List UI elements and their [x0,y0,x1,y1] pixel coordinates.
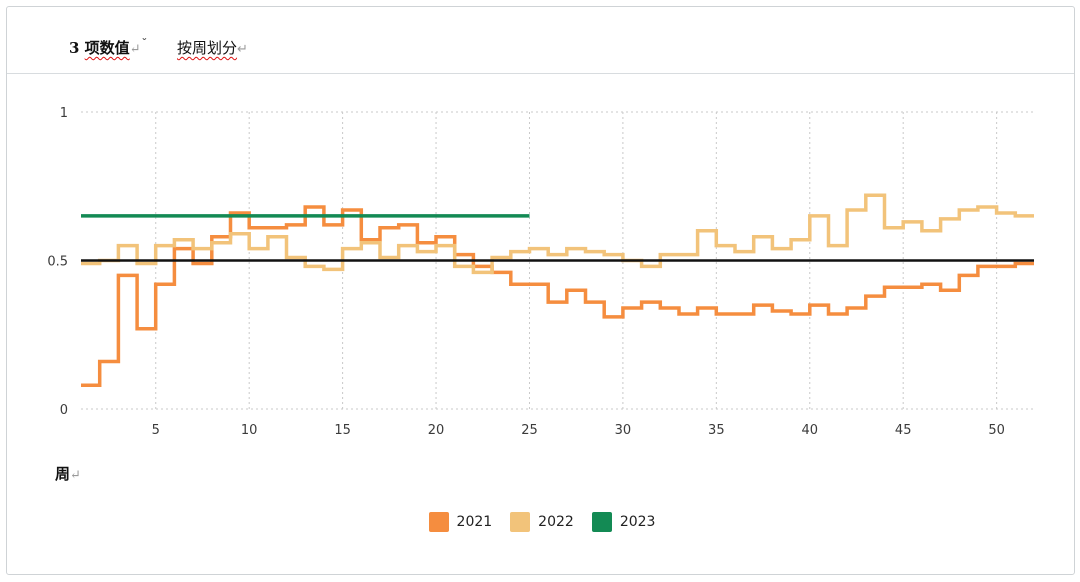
card-header: 3 项数值↵ˇ 按周划分↵ [7,7,1074,74]
x-tick-label: 5 [152,423,160,438]
y-tick-label: 0 [60,403,68,418]
x-tick-label: 15 [334,423,351,438]
y-tick-label: 1 [60,106,68,121]
legend-swatch-2023 [591,512,612,532]
y-tick-label: 0.5 [47,255,68,270]
x-tick-label: 10 [241,423,258,438]
axis-ticks: 00.515 10 15 20 25 30 35 40 45 50 [47,106,1005,438]
legend-label-2021: 2021 [456,514,493,530]
x-tick-label: 50 [988,423,1005,438]
x-tick-label: 20 [428,423,445,438]
series-line-2021 [81,205,1034,387]
chevron-down-icon[interactable]: ˇ [141,37,148,50]
legend: 2021 2022 2023 [0,512,1080,532]
legend-swatch-2021 [428,512,449,532]
chart-subtitle: 按周划分↵ [177,39,248,57]
legend-label-2023: 2023 [619,514,656,530]
legend-item-2023[interactable]: 2023 [591,512,656,532]
legend-item-2021[interactable]: 2021 [428,512,493,532]
x-tick-label: 35 [708,423,725,438]
grid [81,111,1034,410]
series-lines [81,193,1034,387]
chart-title: 3 项数值↵ˇ [69,37,148,57]
series-line-2022 [81,193,1034,275]
chart-card: 3 项数值↵ˇ 按周划分↵ [6,6,1075,575]
legend-label-2022: 2022 [538,514,574,530]
x-tick-label: 40 [801,423,818,438]
x-tick-label: 25 [521,423,538,438]
legend-item-2022[interactable]: 2022 [510,512,574,532]
x-tick-label: 30 [615,423,632,438]
legend-swatch-2022 [510,512,531,532]
x-tick-label: 45 [895,423,912,438]
x-axis-unit-label: 周↵ [55,465,81,483]
